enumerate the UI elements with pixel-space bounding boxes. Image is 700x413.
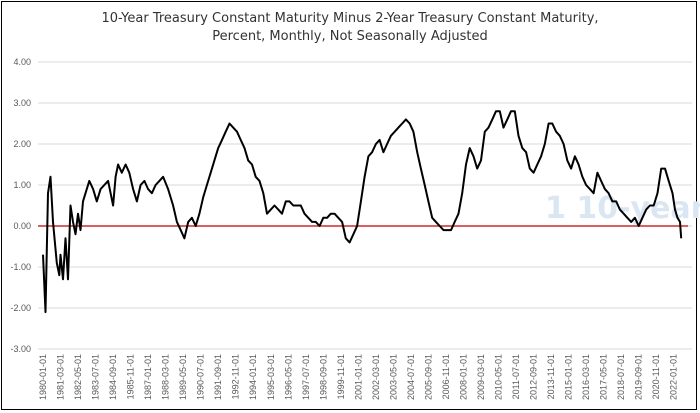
x-tick-label: 2008-01-01 (458, 354, 468, 400)
x-tick-label: 1992-11-01 (231, 354, 241, 399)
x-tick-label: 1991-09-01 (213, 354, 223, 400)
x-tick-label: 2015-01-01 (564, 354, 574, 400)
x-tick-label: 1995-03-01 (266, 354, 276, 400)
x-tick-label: 2011-07-01 (511, 354, 521, 399)
x-tick-label: 1984-09-01 (108, 354, 118, 400)
x-tick-label: 1987-01-01 (143, 354, 153, 400)
x-tick-label: 2001-01-01 (353, 354, 363, 400)
x-tick-label: 1981-03-01 (56, 354, 66, 400)
chart-title: 10-Year Treasury Constant Maturity Minus… (101, 11, 599, 26)
y-tick-label: 3.00 (13, 98, 31, 108)
x-tick-label: 2009-03-01 (476, 354, 486, 400)
x-axis-labels: 1980-01-01 1981-03-01 1982-05-01 1983-07-01… (38, 354, 679, 400)
y-tick-label: 0.00 (13, 221, 31, 231)
chart-subtitle: Percent, Monthly, Not Seasonally Adjuste… (212, 29, 488, 44)
y-axis-labels: 4.00 3.00 2.00 1.00 0.00 -1.00 -2.00 -3.00 (10, 57, 31, 354)
x-tick-label: 2012-09-01 (529, 354, 539, 400)
x-tick-label: 1999-11-01 (336, 354, 346, 399)
series-line (42, 110, 683, 314)
x-tick-label: 1983-07-01 (91, 354, 101, 400)
x-tick-label: 1989-05-01 (178, 354, 188, 400)
x-tick-label: 2004-07-01 (406, 354, 416, 400)
x-tick-label: 2010-05-01 (494, 354, 504, 400)
x-tick-label: 1990-07-01 (196, 354, 206, 400)
x-tick-label: 2018-07-01 (616, 354, 626, 400)
x-tick-label: 2022-01-01 (669, 354, 679, 400)
x-tick-label: 1980-01-01 (38, 354, 48, 400)
y-tick-label: 4.00 (13, 57, 31, 67)
x-tick-label: 2019-09-01 (634, 354, 644, 400)
x-tick-label: 1998-09-01 (318, 354, 328, 400)
x-tick-label: 1997-07-01 (301, 354, 311, 400)
x-tick-label: 1988-03-01 (161, 354, 171, 400)
y-tick-label: 2.00 (13, 139, 31, 149)
x-tick-label: 1996-05-01 (283, 354, 293, 400)
x-tick-label: 1994-01-01 (248, 354, 258, 400)
x-tick-label: 2016-03-01 (581, 354, 591, 400)
x-tick-label: 1982-05-01 (73, 354, 83, 400)
watermark-text: 1 10-year (545, 191, 700, 226)
x-tick-label: 2005-09-01 (423, 354, 433, 400)
x-tick-label: 2017-05-01 (599, 354, 609, 400)
y-tick-label: 1.00 (13, 180, 31, 190)
x-tick-label: 2020-11-01 (651, 354, 661, 399)
x-tick-label: 2003-05-01 (388, 354, 398, 400)
y-tick-label: -1.00 (10, 262, 31, 272)
x-tick-label: 2002-03-01 (371, 354, 381, 400)
y-tick-label: -3.00 (10, 344, 31, 354)
x-tick-label: 2013-11-01 (546, 354, 556, 399)
x-tick-label: 1985-11-01 (126, 354, 136, 399)
x-tick-label: 2006-11-01 (441, 354, 451, 399)
y-tick-label: -2.00 (10, 303, 31, 313)
